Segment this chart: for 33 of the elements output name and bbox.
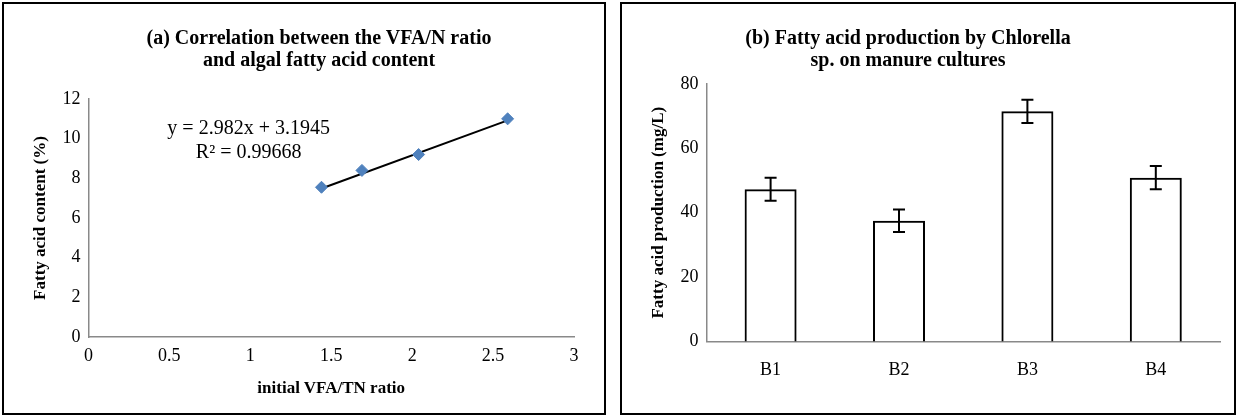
x-tick-label: B1: [760, 358, 782, 379]
y-tick-label: 4: [71, 246, 81, 267]
point: [355, 163, 369, 177]
x-tick-label: 3: [569, 344, 579, 365]
point: [314, 180, 328, 194]
x-tick-label: B2: [888, 358, 910, 379]
y-tick-label: 10: [62, 127, 81, 148]
x-axis-title: initial VFA/TN ratio: [257, 378, 406, 398]
y-axis-title: Fatty acid content (%): [29, 136, 49, 300]
y-tick-label: 40: [680, 201, 699, 222]
x-tick-label: 2: [407, 344, 417, 365]
y-tick-label: 12: [62, 87, 81, 108]
x-tick-label: 1: [245, 344, 255, 365]
x-tick-label: 2.5: [481, 344, 505, 365]
y-tick-label: 80: [680, 72, 699, 93]
y-tick-label: 2: [71, 286, 81, 307]
point: [501, 112, 515, 126]
point: [412, 148, 426, 162]
x-tick-label: B4: [1145, 358, 1167, 379]
y-axis-title: Fatty acid production (mg/L): [647, 106, 667, 319]
x-tick-label: 0.5: [158, 344, 181, 365]
y-tick-label: 0: [689, 330, 699, 351]
annotation: y = 2.982x + 3.1945: [167, 116, 330, 140]
chart-title: (b) Fatty acid production by Chlorella sp. on manure cultures: [744, 26, 1072, 70]
y-tick-label: 60: [680, 137, 699, 158]
annotation: R² = 0.99668: [195, 140, 302, 163]
x-tick-label: B3: [1016, 358, 1038, 379]
y-tick-label: 0: [71, 325, 81, 346]
y-tick-label: 6: [71, 206, 81, 227]
y-tick-label: 8: [71, 167, 81, 188]
x-tick-label: 1.5: [319, 344, 343, 365]
y-tick-label: 20: [680, 265, 699, 286]
chart-title: (a) Correlation between the VFA/N ratio and algal fatty acid content: [145, 26, 493, 70]
